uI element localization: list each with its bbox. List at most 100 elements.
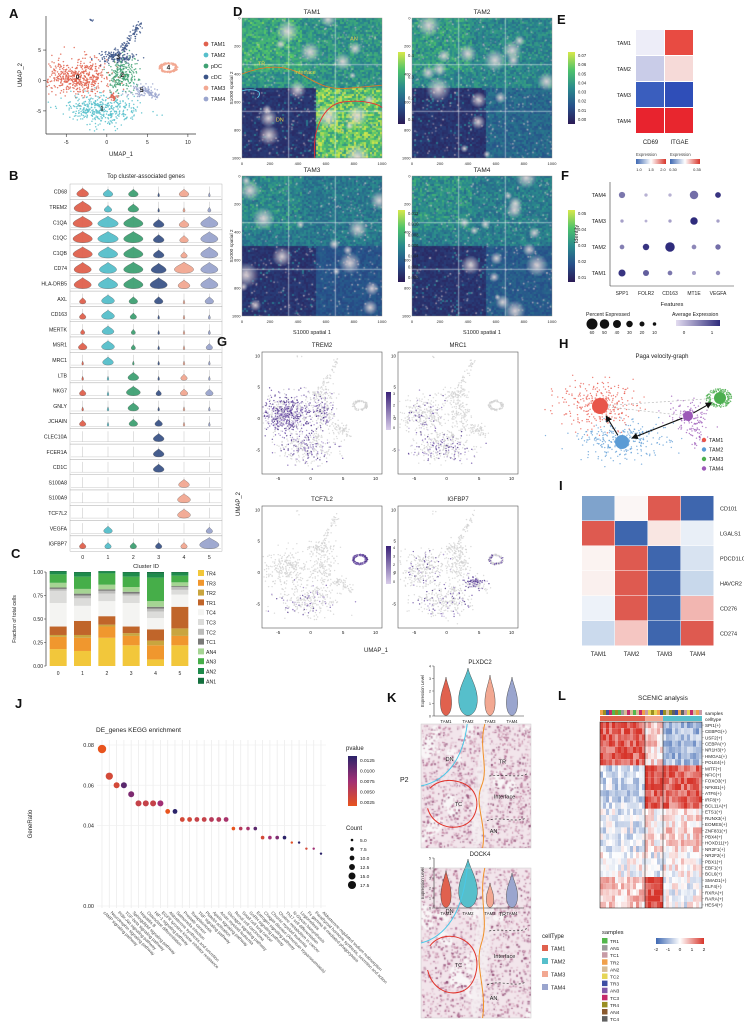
shape xyxy=(326,409,328,412)
shape xyxy=(90,19,92,22)
bar-segment xyxy=(122,633,140,636)
shape xyxy=(103,188,113,197)
shape xyxy=(298,461,301,463)
shape xyxy=(102,91,104,93)
x-tick-label: 0 xyxy=(105,140,108,146)
shape xyxy=(75,88,78,91)
shape xyxy=(436,406,439,409)
shape xyxy=(296,436,298,438)
shape xyxy=(502,403,504,406)
colorbar-tick: 0 xyxy=(393,426,395,430)
shape xyxy=(460,417,463,420)
shape xyxy=(452,396,455,398)
shape xyxy=(320,429,322,431)
shape xyxy=(131,75,134,77)
shape xyxy=(347,431,349,433)
shape xyxy=(450,431,453,434)
shape xyxy=(118,65,121,67)
shape xyxy=(83,88,85,90)
shape xyxy=(321,406,324,408)
shape xyxy=(123,231,144,243)
shape xyxy=(500,408,502,410)
shape xyxy=(78,342,88,350)
panel-f-label: F xyxy=(561,168,569,183)
shape xyxy=(457,438,460,440)
shape xyxy=(128,106,130,108)
shape xyxy=(458,394,461,397)
shape xyxy=(103,77,106,80)
shape xyxy=(315,398,317,401)
shape xyxy=(290,406,293,408)
colorbar-tick: 0.04 xyxy=(578,227,587,232)
shape xyxy=(415,405,418,408)
shape xyxy=(77,78,80,80)
shape xyxy=(323,409,325,411)
cluster-tick-label: 1 xyxy=(107,555,110,561)
shape xyxy=(404,417,406,419)
shape xyxy=(502,405,504,408)
shape xyxy=(91,58,93,60)
shape xyxy=(85,112,87,115)
shape xyxy=(106,376,110,381)
shape xyxy=(290,424,293,426)
shape xyxy=(271,441,274,443)
shape xyxy=(69,398,223,414)
shape xyxy=(284,453,286,455)
shape xyxy=(310,424,312,427)
shape xyxy=(99,91,101,94)
shape xyxy=(141,27,143,29)
shape xyxy=(91,114,93,117)
shape xyxy=(121,61,123,63)
shape xyxy=(295,461,298,463)
shape xyxy=(86,82,88,84)
shape xyxy=(466,434,468,436)
shape xyxy=(325,391,327,394)
shape xyxy=(345,424,348,426)
bar-segment xyxy=(74,637,91,651)
legend-tick: 1.5 xyxy=(648,167,654,172)
plot-title: TAM1 xyxy=(304,9,321,16)
shape xyxy=(438,416,441,418)
shape xyxy=(131,56,134,59)
shape xyxy=(463,417,465,419)
shape xyxy=(144,86,146,89)
legend-gradient xyxy=(670,159,700,164)
shape xyxy=(153,95,156,98)
bar-segment xyxy=(147,659,164,666)
shape xyxy=(307,415,309,418)
shape xyxy=(107,97,109,100)
shape xyxy=(110,95,112,98)
x-tick-label: 5 xyxy=(178,671,181,677)
legend-label: TR2 xyxy=(206,591,216,597)
shape xyxy=(296,409,299,411)
shape xyxy=(324,386,327,388)
x-tick-label: 10 xyxy=(509,476,515,481)
shape xyxy=(423,423,426,426)
shape xyxy=(460,453,462,455)
bar-segment xyxy=(98,616,116,625)
shape xyxy=(426,409,428,411)
shape xyxy=(104,542,112,549)
shape xyxy=(328,425,331,428)
col-label: ITGAE xyxy=(670,140,688,146)
shape xyxy=(164,63,167,65)
shape xyxy=(69,87,71,90)
shape xyxy=(333,365,335,368)
shape xyxy=(77,99,79,102)
shape xyxy=(429,402,431,404)
shape xyxy=(89,76,91,79)
shape xyxy=(116,96,119,98)
shape xyxy=(69,183,223,200)
shape xyxy=(452,433,454,435)
legend-swatch xyxy=(198,658,204,665)
shape xyxy=(457,385,460,387)
y-tick-label: 0.00 xyxy=(33,664,43,670)
shape xyxy=(319,390,322,393)
shape xyxy=(287,448,289,450)
shape xyxy=(82,110,85,113)
shape xyxy=(86,103,88,106)
shape xyxy=(279,417,282,419)
shape xyxy=(466,403,468,406)
shape xyxy=(114,125,116,128)
